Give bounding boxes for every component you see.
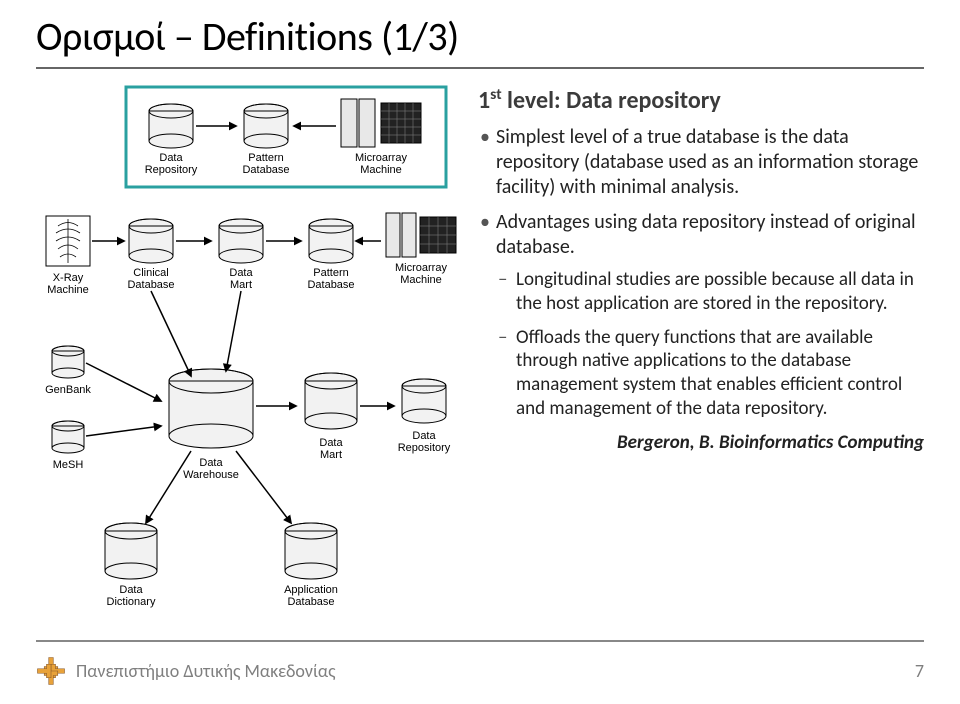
content-row: DataRepository PatternDatabase [36,81,924,616]
bullet-2a: Longitudinal studies are possible becaus… [516,268,924,316]
architecture-diagram: DataRepository PatternDatabase [36,81,466,616]
mesh-icon [52,421,84,453]
svg-text:X-RayMachine: X-RayMachine [47,272,89,296]
page-number: 7 [915,660,924,682]
genbank-icon [52,346,84,378]
text-column: 1st level: Data repository Simplest leve… [478,81,924,616]
bullet-2b: Offloads the query functions that are av… [516,326,924,421]
bullet-2: Advantages using data repository instead… [496,210,924,421]
footer: Πανεπιστήμιο Δυτικής Μακεδονίας 7 [36,656,924,686]
svg-text:ClinicalDatabase: ClinicalDatabase [127,267,174,291]
svg-text:DataMart: DataMart [229,267,253,291]
microarray-machine-icon [341,99,421,147]
bullet-list: Simplest level of a true database is the… [478,125,924,421]
data-warehouse-icon [169,369,253,448]
svg-text:GenBank: GenBank [45,384,91,396]
footer-divider [36,640,924,642]
svg-text:DataMart: DataMart [319,437,343,461]
data-mart-icon [219,219,263,263]
clinical-database-icon [129,219,173,263]
svg-text:MicroarrayMachine: MicroarrayMachine [355,152,407,176]
data-dictionary-icon [105,523,157,579]
svg-text:DataRepository: DataRepository [145,152,198,176]
xray-machine-icon [46,216,90,266]
slide-title: Ορισμοί – Definitions (1/3) [36,12,924,69]
bullet-1: Simplest level of a true database is the… [496,125,924,200]
svg-text:DataDictionary: DataDictionary [107,584,156,608]
svg-text:MicroarrayMachine: MicroarrayMachine [395,262,447,286]
citation: Bergeron, B. Bioinformatics Computing [478,431,924,454]
svg-text:DataWarehouse: DataWarehouse [183,457,239,481]
data-mart-2-icon [305,373,357,429]
microarray-machine-2-icon [386,213,456,257]
university-logo-icon [36,656,66,686]
svg-text:PatternDatabase: PatternDatabase [242,152,289,176]
application-database-icon [285,523,337,579]
svg-text:DataRepository: DataRepository [398,430,451,454]
pattern-database-icon [244,104,288,148]
data-repository-2-icon [402,379,446,423]
footer-text: Πανεπιστήμιο Δυτικής Μακεδονίας [76,660,336,682]
level-subheading: 1st level: Data repository [478,85,924,115]
svg-text:ApplicationDatabase: ApplicationDatabase [284,584,338,608]
svg-text:PatternDatabase: PatternDatabase [307,267,354,291]
data-repository-icon [149,104,193,148]
pattern-database-2-icon [309,219,353,263]
svg-text:MeSH: MeSH [53,459,84,471]
